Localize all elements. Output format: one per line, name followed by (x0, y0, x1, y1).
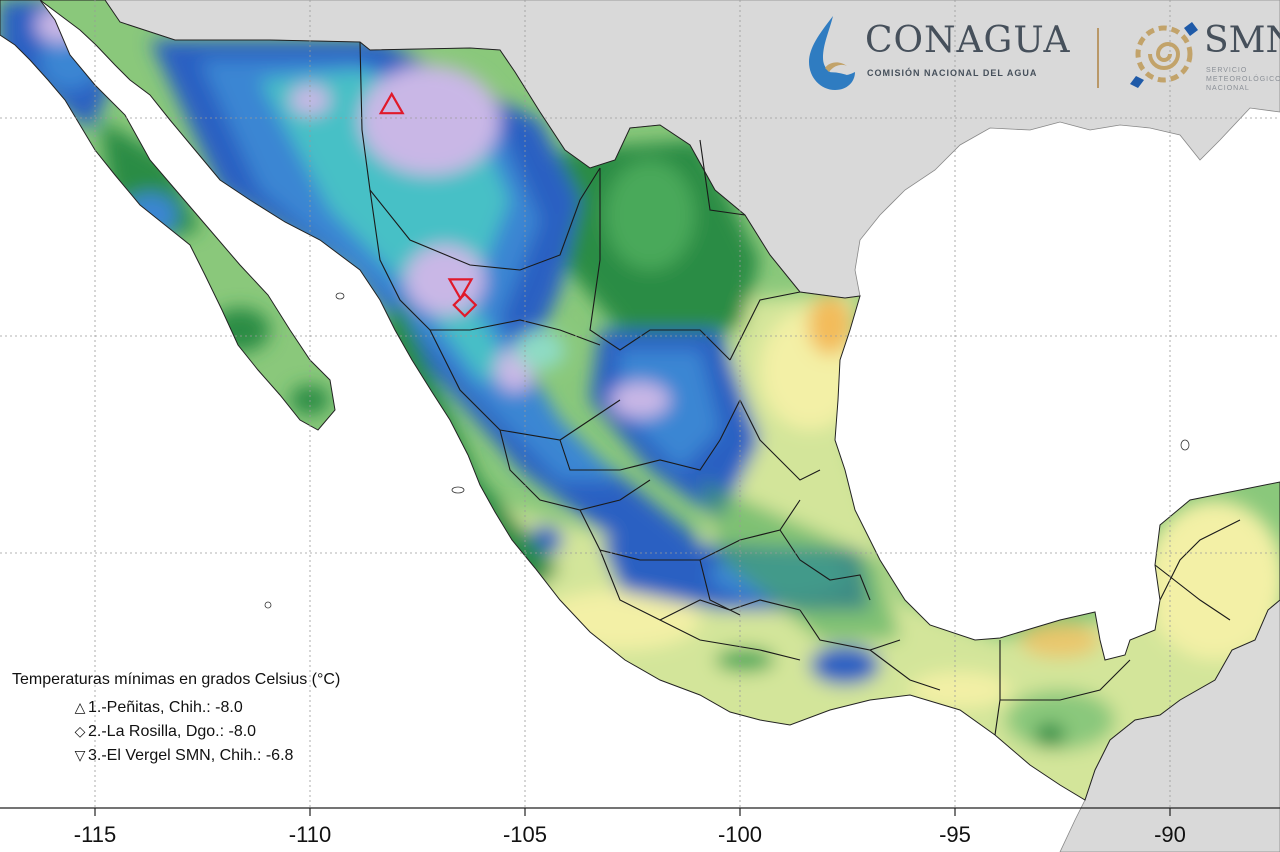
smn-subtitle: SERVICIO METEOROLÓGICO NACIONAL (1206, 67, 1280, 92)
legend-item-3: ▽ 3.-El Vergel SMN, Chih.: -6.8 (12, 744, 432, 768)
legend-item-label: 3.-El Vergel SMN, Chih.: -6.8 (88, 747, 294, 764)
water-drop-icon (809, 16, 855, 90)
marker-diamond (452, 292, 478, 318)
marker-triangle-up (378, 91, 405, 115)
x-tick-label: -105 (503, 822, 547, 847)
sun-spiral-icon (1130, 22, 1198, 88)
smn-logo: SMN SERVICIO METEOROLÓGICO NACIONAL (1128, 14, 1280, 104)
logo-divider (1097, 28, 1099, 88)
x-tick-label: -115 (74, 822, 116, 847)
legend-title: Temperaturas mínimas en grados Celsius (… (12, 671, 341, 688)
x-tick-label: -100 (718, 822, 762, 847)
station-markers (378, 91, 478, 318)
x-tick-label: -110 (289, 822, 331, 847)
legend-item-1: △ 1.-Peñitas, Chih.: -8.0 (12, 696, 432, 720)
marker-triangle-down (447, 278, 474, 301)
triangle-down-icon: ▽ (74, 748, 86, 764)
legend: Temperaturas mínimas en grados Celsius (… (12, 668, 432, 768)
legend-item-2: ◇ 2.-La Rosilla, Dgo.: -8.0 (12, 720, 432, 744)
x-axis-ticks: -115 -110 -105 -100 -95 -90 (74, 808, 1186, 847)
conagua-name: CONAGUA (865, 20, 1071, 61)
triangle-up-icon: △ (74, 700, 86, 716)
x-tick-label: -90 (1154, 822, 1186, 847)
islands (264, 292, 1190, 609)
x-tick-label: -95 (939, 822, 971, 847)
conagua-subtitle: COMISIÓN NACIONAL DEL AGUA (867, 68, 1038, 78)
legend-item-label: 1.-Peñitas, Chih.: -8.0 (88, 699, 243, 716)
diamond-icon: ◇ (74, 724, 86, 740)
conagua-logo: CONAGUA COMISIÓN NACIONAL DEL AGUA (805, 14, 1075, 94)
graticule (0, 0, 1280, 808)
legend-item-label: 2.-La Rosilla, Dgo.: -8.0 (88, 723, 257, 740)
state-borders (359, 41, 1241, 736)
smn-name: SMN (1204, 20, 1280, 61)
